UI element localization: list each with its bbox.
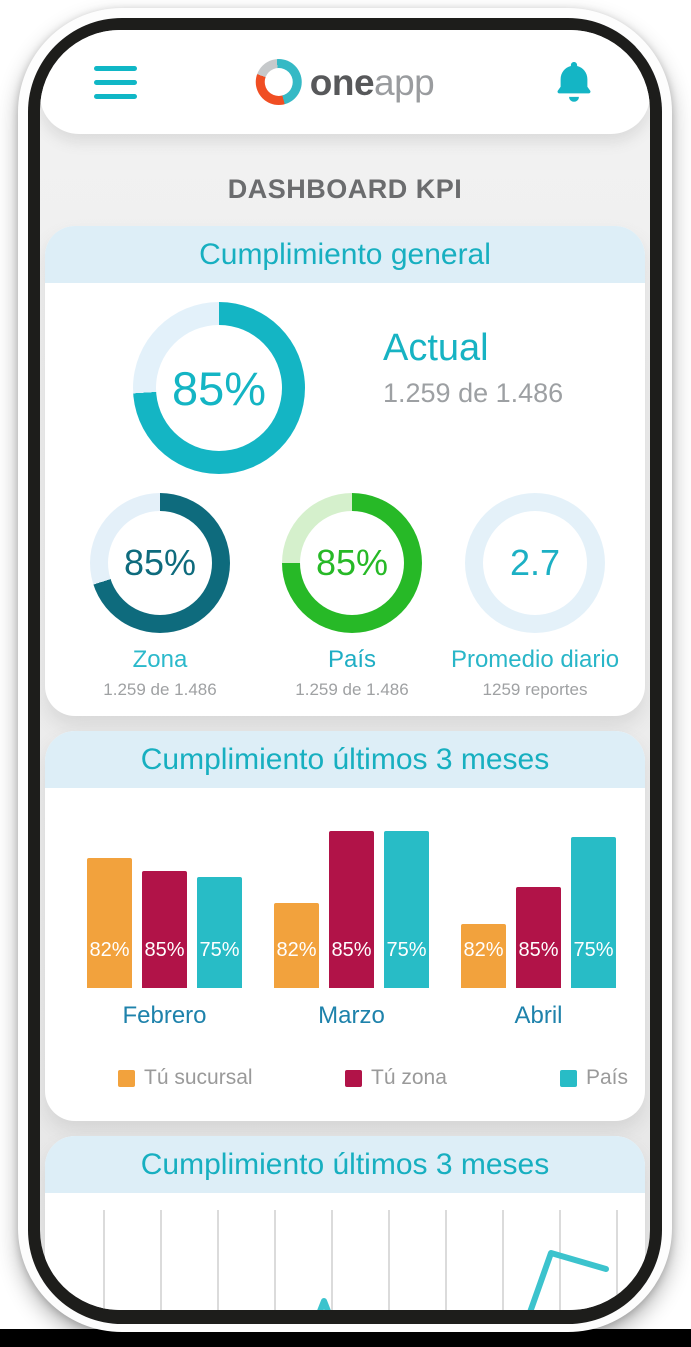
legend-item-t-zona: Tú zona xyxy=(345,1066,447,1090)
bar-value-label: 85% xyxy=(331,939,372,961)
notification-bell-icon[interactable] xyxy=(552,59,596,105)
mini-donut-promedio-diario: 2.7 Promedio diario 1259 reportes xyxy=(450,493,620,700)
bar-group-febrero: 82% 85% 75% xyxy=(87,858,242,988)
bar-pa-s-marzo: 75% xyxy=(384,831,429,988)
mini-donut-zona: 85% Zona 1.259 de 1.486 xyxy=(75,493,245,700)
mini-donut-pa-s: 85% País 1.259 de 1.486 xyxy=(267,493,437,700)
card-bar-chart: Cumplimiento últimos 3 meses 82% 85% 75% 82… xyxy=(45,731,645,1121)
card-general-body: 85% Actual 1.259 de 1.486 85% Zona 1.259 d… xyxy=(45,283,645,716)
legend-swatch xyxy=(345,1069,362,1087)
gridline xyxy=(616,1210,618,1310)
gridline xyxy=(502,1210,504,1310)
gridline xyxy=(160,1210,162,1310)
actual-label: Actual xyxy=(383,327,489,369)
line-series-segment xyxy=(317,1298,331,1310)
app-logo: oneapp xyxy=(255,59,435,105)
donut-sublabel: 1.259 de 1.486 xyxy=(103,680,217,699)
donut-sublabel: 1259 reportes xyxy=(482,680,588,699)
phone-screen: oneapp DASHBOARD KPI Cumplimiento genera… xyxy=(40,30,650,1310)
line-chart-svg xyxy=(317,1250,609,1310)
legend-label: País xyxy=(586,1066,629,1089)
phone-mockup: oneapp DASHBOARD KPI Cumplimiento genera… xyxy=(18,8,672,1332)
actual-detail: 1.259 de 1.486 xyxy=(383,378,564,408)
bar-value-label: 82% xyxy=(463,939,504,961)
donut-ring: 85% xyxy=(90,493,230,633)
donut-label: País xyxy=(327,646,377,673)
bar-pa-s-abril: 75% xyxy=(571,837,616,988)
app-header: oneapp xyxy=(40,30,650,134)
bar-pa-s-febrero: 75% xyxy=(197,877,242,988)
donut-label: Promedio diario xyxy=(450,646,620,673)
legend-swatch xyxy=(118,1069,135,1087)
donut-hole: 85% xyxy=(300,511,404,615)
donut-value: 85% xyxy=(123,542,197,583)
bar-t-sucursal-marzo: 82% xyxy=(274,903,319,988)
gridline xyxy=(103,1210,105,1310)
bar-value-label: 82% xyxy=(89,939,130,961)
logo-text: oneapp xyxy=(310,64,435,101)
gridline xyxy=(445,1210,447,1310)
gridline xyxy=(274,1210,276,1310)
category-label-marzo: Marzo xyxy=(318,1002,385,1029)
gridline xyxy=(217,1210,219,1310)
category-label-febrero: Febrero xyxy=(122,1002,207,1029)
logo-ring-icon xyxy=(255,59,302,105)
page-title: DASHBOARD KPI xyxy=(227,174,463,204)
main-donut-hole: 85% xyxy=(156,325,282,451)
bar-group-marzo: 82% 85% 75% xyxy=(274,831,429,988)
bar-t-sucursal-febrero: 82% xyxy=(87,858,132,988)
line-series-segment xyxy=(527,1250,609,1310)
donut-hole: 2.7 xyxy=(483,511,587,615)
category-label-abril: Abril xyxy=(514,1002,563,1029)
donut-ring: 2.7 xyxy=(465,493,605,633)
donut-sublabel: 1.259 de 1.486 xyxy=(295,680,409,699)
donut-ring: 85% xyxy=(282,493,422,633)
bar-chart-categories: Febrero Marzo Abril xyxy=(87,1002,616,1030)
bar-value-label: 82% xyxy=(276,939,317,961)
bar-t-sucursal-abril: 82% xyxy=(461,924,506,988)
card-bars-body: 82% 85% 75% 82% 85% 75% 82% 85% 75% Febrero Marzo… xyxy=(45,788,645,1121)
bottom-black-strip xyxy=(0,1329,691,1347)
card-cumplimiento-general: Cumplimiento general 85% Actual 1.259 de… xyxy=(45,226,645,716)
bar-group-abril: 82% 85% 75% xyxy=(461,837,616,988)
bar-t-zona-abril: 85% xyxy=(516,887,561,988)
main-donut-value: 85% xyxy=(171,361,267,415)
bar-chart-legend: Tú sucursal Tú zona País xyxy=(45,1066,645,1096)
gridline xyxy=(388,1210,390,1310)
phone-frame: oneapp DASHBOARD KPI Cumplimiento genera… xyxy=(28,18,662,1324)
legend-item-pa-s: País xyxy=(560,1066,628,1090)
bar-value-label: 85% xyxy=(144,939,185,961)
donut-value: 2.7 xyxy=(509,542,561,583)
bar-t-zona-febrero: 85% xyxy=(142,871,187,988)
main-donut-chart: 85% xyxy=(133,302,305,474)
bar-t-zona-marzo: 85% xyxy=(329,831,374,988)
bar-value-label: 75% xyxy=(199,939,240,961)
gridline xyxy=(331,1210,333,1310)
donut-hole: 85% xyxy=(108,511,212,615)
legend-swatch xyxy=(560,1069,577,1087)
card-line-chart: Cumplimiento últimos 3 meses xyxy=(45,1136,645,1310)
legend-label: Tú zona xyxy=(371,1066,447,1089)
gridline xyxy=(559,1210,561,1310)
donut-value: 85% xyxy=(315,542,389,583)
line-chart xyxy=(45,1193,645,1310)
legend-label: Tú sucursal xyxy=(144,1066,253,1089)
hamburger-menu-icon[interactable] xyxy=(94,57,137,108)
donut-label: Zona xyxy=(132,646,188,673)
bar-chart: 82% 85% 75% 82% 85% 75% 82% 85% 75% xyxy=(87,788,616,988)
card-line-title: Cumplimiento últimos 3 meses xyxy=(45,1136,645,1193)
bar-value-label: 75% xyxy=(386,939,427,961)
logo-text-bold: one xyxy=(309,61,375,103)
actual-block: Actual 1.259 de 1.486 xyxy=(383,327,563,409)
logo-text-light: app xyxy=(374,61,435,103)
legend-item-t-sucursal: Tú sucursal xyxy=(118,1066,253,1090)
bar-value-label: 85% xyxy=(518,939,559,961)
card-bars-title: Cumplimiento últimos 3 meses xyxy=(45,731,645,788)
bar-value-label: 75% xyxy=(573,939,614,961)
card-general-title: Cumplimiento general xyxy=(45,226,645,283)
